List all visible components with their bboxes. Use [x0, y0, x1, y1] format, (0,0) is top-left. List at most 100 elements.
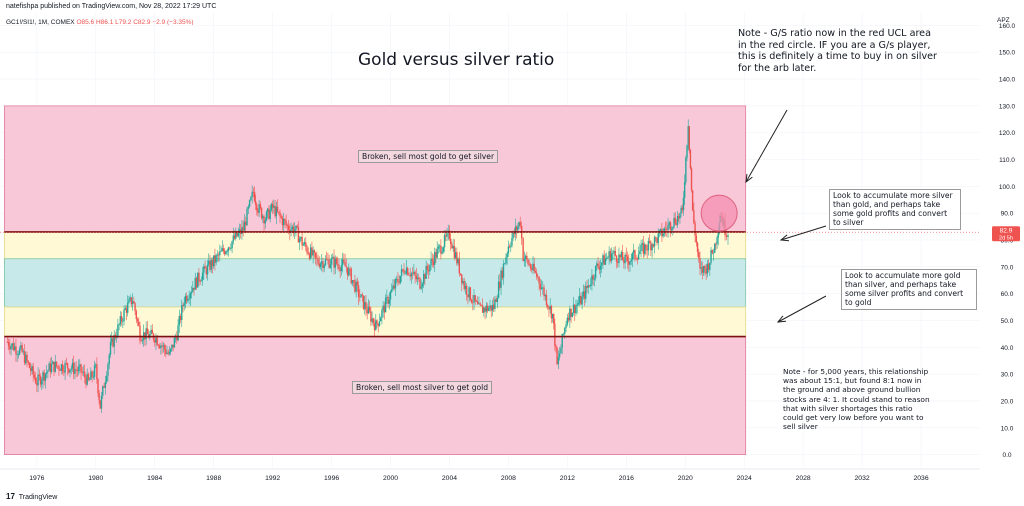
- candle-body: [253, 192, 256, 202]
- candle-body: [9, 346, 11, 350]
- candle-body: [452, 245, 454, 249]
- candle-body: [502, 263, 505, 278]
- x-tick-label: 2008: [501, 475, 516, 482]
- y-axis[interactable]: 0.010.020.030.040.050.060.070.080.090.01…: [992, 23, 1020, 459]
- candle-body: [368, 306, 371, 312]
- candle-body: [343, 259, 345, 262]
- candle-body: [438, 245, 441, 247]
- candle-body: [66, 363, 69, 369]
- candle-body: [641, 243, 643, 246]
- candle-body: [675, 223, 678, 225]
- symbol-name[interactable]: GC1!/SI1!, 1M, COMEX: [6, 19, 75, 26]
- candle-body: [436, 248, 438, 258]
- candle-body: [254, 201, 257, 205]
- candle-body: [411, 273, 414, 275]
- candle-body: [194, 277, 196, 290]
- candle-body: [683, 182, 686, 198]
- candle-body: [467, 294, 469, 298]
- candle-body: [360, 294, 362, 298]
- candle-body: [367, 306, 370, 314]
- candle-body: [551, 313, 554, 319]
- candle-body: [75, 369, 77, 371]
- candle-body: [392, 285, 394, 290]
- candle-body: [210, 260, 212, 270]
- candle-body: [285, 220, 287, 225]
- candle-body: [590, 284, 592, 287]
- candle-body: [609, 251, 612, 261]
- candle-body: [581, 296, 583, 305]
- candle-body: [690, 168, 693, 191]
- candle-body: [214, 255, 216, 263]
- candle-body: [42, 372, 44, 381]
- candle-body: [103, 386, 105, 388]
- x-axis[interactable]: 1976 1980 1984 1988 1992 1996 2000 2004 2008 2012…: [0, 468, 980, 482]
- candle-body: [179, 316, 182, 321]
- candle-body: [303, 242, 306, 245]
- candle-body: [504, 263, 506, 265]
- candle-body: [569, 308, 571, 321]
- candle-body: [588, 285, 591, 287]
- y-tick-label: 90.0: [1001, 211, 1014, 218]
- arrow-to-lcl-head: [776, 315, 787, 323]
- candle-body: [286, 224, 289, 226]
- candle-body: [430, 259, 432, 266]
- overlays: [0, 109, 980, 338]
- candle-body: [264, 220, 266, 224]
- candle-body: [157, 345, 160, 347]
- ohlc-values: O85.6 H86.1 L79.2 C82.9 −2.9 (−3.35%): [76, 19, 194, 26]
- candle-body: [479, 303, 481, 306]
- candle-body: [387, 296, 389, 304]
- candle-body: [319, 263, 322, 267]
- candle-body: [21, 345, 23, 353]
- candle-body: [168, 351, 171, 354]
- x-tick-label: 2032: [855, 475, 870, 482]
- candle-body: [100, 395, 103, 409]
- candle-body: [95, 364, 97, 366]
- candle-body: [350, 268, 352, 284]
- candle-body: [321, 261, 323, 264]
- candle-body: [22, 351, 25, 353]
- x-tick-label: 2036: [913, 475, 928, 482]
- candle-body: [129, 297, 131, 300]
- candle-body: [12, 343, 15, 350]
- candle-body: [702, 265, 705, 273]
- candle-body: [198, 272, 200, 282]
- candle-body: [388, 299, 390, 304]
- candle-body: [459, 273, 462, 275]
- candle-body: [478, 303, 480, 305]
- candle-body: [260, 207, 263, 219]
- candle-body: [82, 371, 85, 373]
- candle-body: [407, 267, 409, 275]
- candle-body: [682, 197, 685, 211]
- candle-body: [351, 280, 354, 284]
- candle-body: [556, 347, 558, 365]
- candle-body: [555, 345, 557, 348]
- tradingview-footer[interactable]: 17 TradingView: [6, 492, 57, 501]
- candle-body: [553, 313, 555, 324]
- candle-body: [162, 345, 165, 347]
- candle-body: [562, 333, 565, 335]
- candle-body: [674, 217, 676, 224]
- candle-body: [547, 304, 549, 308]
- candle-body: [125, 308, 128, 313]
- candle-body: [71, 362, 74, 369]
- candle-body: [158, 346, 161, 349]
- candle-body: [251, 191, 253, 198]
- scale-mode-label[interactable]: APZ: [997, 17, 1010, 24]
- candle-body: [698, 252, 700, 259]
- candle-body: [212, 255, 215, 267]
- candle-body: [245, 221, 247, 226]
- candle-body: [52, 361, 54, 364]
- candle-body: [519, 222, 521, 226]
- candle-body: [356, 281, 359, 286]
- symbol-legend[interactable]: GC1!/SI1!, 1M, COMEX O85.6 H86.1 L79.2 C…: [6, 19, 194, 26]
- candle-body: [441, 251, 443, 254]
- candle-body: [598, 267, 600, 270]
- candle-body: [118, 324, 120, 326]
- candle-body: [681, 207, 684, 211]
- candle-body: [287, 225, 290, 230]
- candle-body: [664, 228, 667, 230]
- candle-body: [11, 343, 13, 346]
- candle-body: [461, 274, 463, 284]
